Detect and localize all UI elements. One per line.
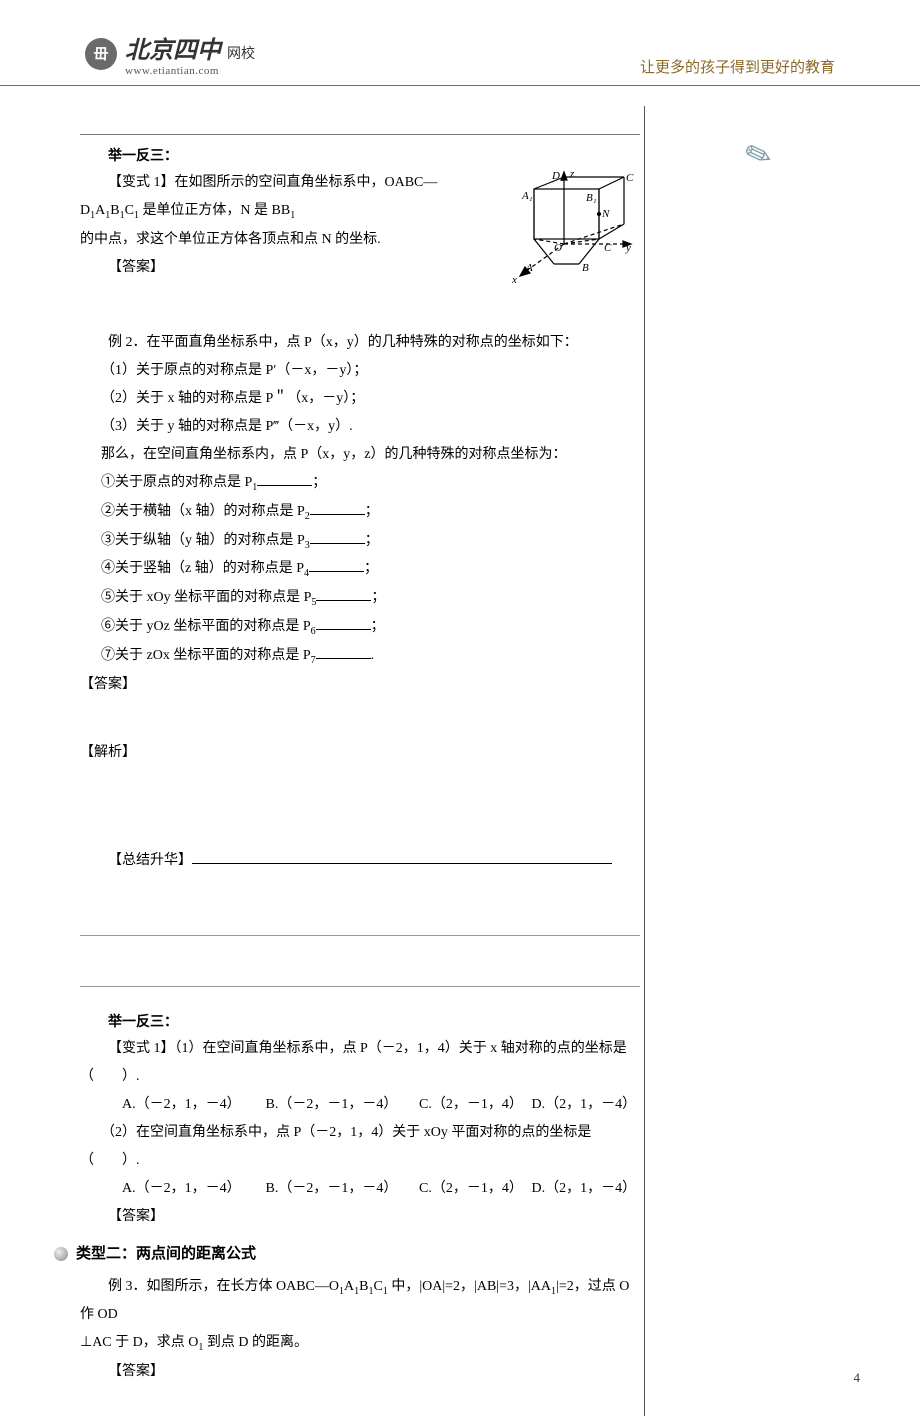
answer-label-2: 【答案】	[80, 671, 644, 699]
blank-q7: ⑦关于 zOx 坐标平面的对称点是 P7.	[80, 642, 644, 671]
svg-text:y: y	[625, 242, 631, 254]
header-slogan: 让更多的孩子得到更好的教育	[640, 56, 835, 77]
logo-icon: 毌	[85, 38, 117, 70]
variant-1b-part2: （2）在空间直角坐标系中，点 P（－2，1，4）关于 xOy 平面对称的点的坐标…	[80, 1119, 644, 1175]
svg-text:x: x	[511, 274, 517, 286]
example-2-item3: （3）关于 y 轴的对称点是 P‴（－x，y）.	[80, 413, 644, 441]
example-2-intro: 例 2．在平面直角坐标系中，点 P（x，y）的几种特殊的对称点的坐标如下：	[80, 329, 644, 357]
example-3-line1: 例 3．如图所示，在长方体 OABC—O1A1B1C1 中，|OA|=2，|AB…	[80, 1273, 644, 1330]
blank-q1: ①关于原点的对称点是 P1；	[80, 469, 644, 498]
section-bullet-icon	[54, 1247, 68, 1261]
heading-juyi-1: 举一反三：	[80, 141, 644, 169]
svg-text:O: O	[554, 242, 562, 254]
side-margin: ✎	[645, 106, 920, 1416]
brand-name: 北京四中	[125, 38, 221, 64]
svg-text:D₁: D₁	[551, 170, 564, 182]
svg-text:z: z	[569, 169, 575, 180]
heading-juyi-2: 举一反三：	[80, 1007, 644, 1035]
variant-1b-paren: （ ）.	[80, 1063, 644, 1091]
page-number: 4	[854, 1370, 861, 1386]
svg-text:B₁: B₁	[586, 192, 597, 204]
blank-q6: ⑥关于 yOz 坐标平面的对称点是 P6；	[80, 613, 644, 642]
example-2-item2: （2）关于 x 轴的对称点是 P＂（x，－y）；	[80, 385, 644, 413]
summary-label: 【总结升华】	[80, 847, 644, 875]
options-row-2: A.（－2，1，－4） B.（－2，－1，－4） C.（2，－1，4） D.（2…	[80, 1175, 644, 1203]
svg-text:A₁: A₁	[521, 190, 533, 202]
analysis-label: 【解析】	[80, 739, 644, 767]
svg-text:B: B	[582, 262, 589, 274]
options-row-1: A.（－2，1，－4） B.（－2，－1，－4） C.（2，－1，4） D.（2…	[80, 1091, 644, 1119]
svg-text:C₁: C₁	[626, 172, 634, 184]
svg-text:C: C	[604, 242, 612, 254]
blank-q5: ⑤关于 xOy 坐标平面的对称点是 P5；	[80, 584, 644, 613]
pencil-icon: ✎	[739, 133, 777, 178]
svg-text:N: N	[601, 208, 610, 220]
blank-q3: ③关于纵轴（y 轴）的对称点是 P3；	[80, 527, 644, 556]
brand-url: www.etiantian.com	[125, 65, 255, 77]
answer-label-3: 【答案】	[80, 1203, 644, 1231]
answer-label-4: 【答案】	[80, 1358, 644, 1386]
example-3-line2: ⊥AC 于 D，求点 O1 到点 D 的距离。	[80, 1329, 644, 1358]
example-2-item1: （1）关于原点的对称点是 P′（－x，－y）；	[80, 357, 644, 385]
logo-area: 毌 北京四中 网校 www.etiantian.com	[85, 30, 255, 77]
svg-text:A: A	[525, 262, 533, 274]
variant-1b-line1: 【变式 1】（1）在空间直角坐标系中，点 P（－2，1，4）关于 x 轴对称的点…	[80, 1035, 644, 1063]
cube-diagram: D₁ C₁ A₁ B₁ N O C A B x y z	[464, 169, 634, 299]
blank-q4: ④关于竖轴（z 轴）的对称点是 P4；	[80, 555, 644, 584]
example-2-question: 那么，在空间直角坐标系内，点 P（x，y，z）的几种特殊的对称点坐标为：	[80, 441, 644, 469]
page-header: 毌 北京四中 网校 www.etiantian.com 让更多的孩子得到更好的教…	[0, 0, 920, 86]
brand-suffix: 网校	[227, 47, 255, 62]
blank-q2: ②关于横轴（x 轴）的对称点是 P2；	[80, 498, 644, 527]
section-2-title: 类型二：两点间的距离公式	[76, 1239, 256, 1269]
main-content: 举一反三：	[0, 106, 645, 1416]
